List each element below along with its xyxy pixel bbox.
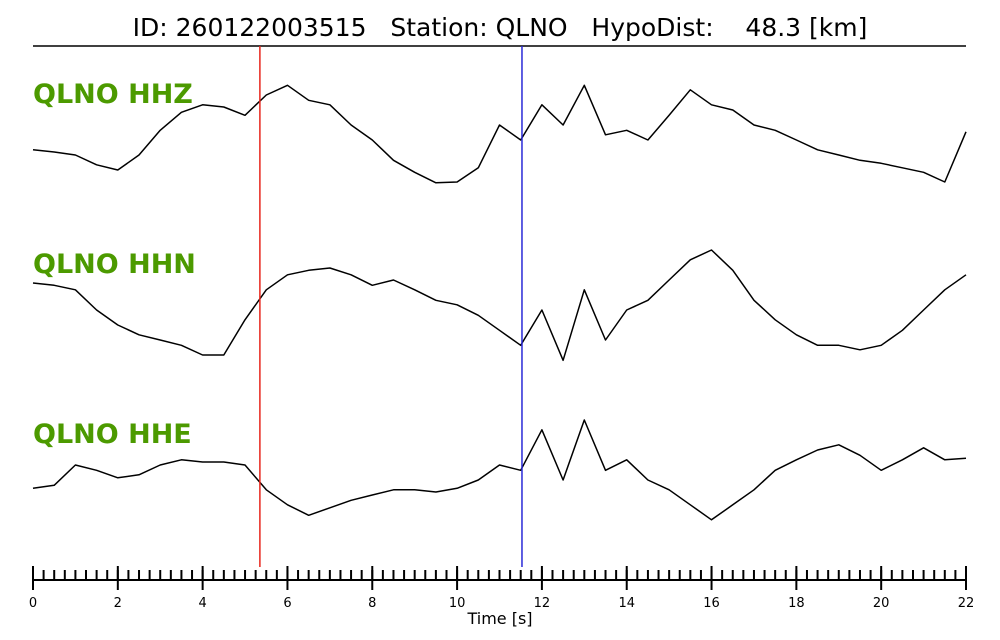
waveform	[32, 249, 967, 362]
x-tick-label: 4	[198, 596, 206, 611]
x-tick-label: 10	[449, 596, 466, 611]
x-tick-label: 8	[368, 596, 376, 611]
waveform	[32, 84, 967, 184]
x-tick-label: 14	[618, 596, 635, 611]
trace-label: QLNO HHZ	[33, 79, 193, 110]
x-tick-label: 12	[534, 596, 551, 611]
x-tick-label: 6	[283, 596, 291, 611]
x-axis-label: Time [s]	[466, 609, 532, 628]
waveform	[32, 419, 967, 521]
x-tick-label: 16	[703, 596, 720, 611]
x-tick-label: 0	[29, 596, 37, 611]
trace-label: QLNO HHE	[33, 419, 192, 450]
x-tick-label: 20	[873, 596, 890, 611]
x-tick-label: 2	[114, 596, 122, 611]
chart-title: ID: 260122003515 Station: QLNO HypoDist:…	[133, 13, 868, 42]
trace-label: QLNO HHN	[33, 249, 196, 280]
x-tick-label: 18	[788, 596, 805, 611]
x-tick-label: 22	[958, 596, 975, 611]
